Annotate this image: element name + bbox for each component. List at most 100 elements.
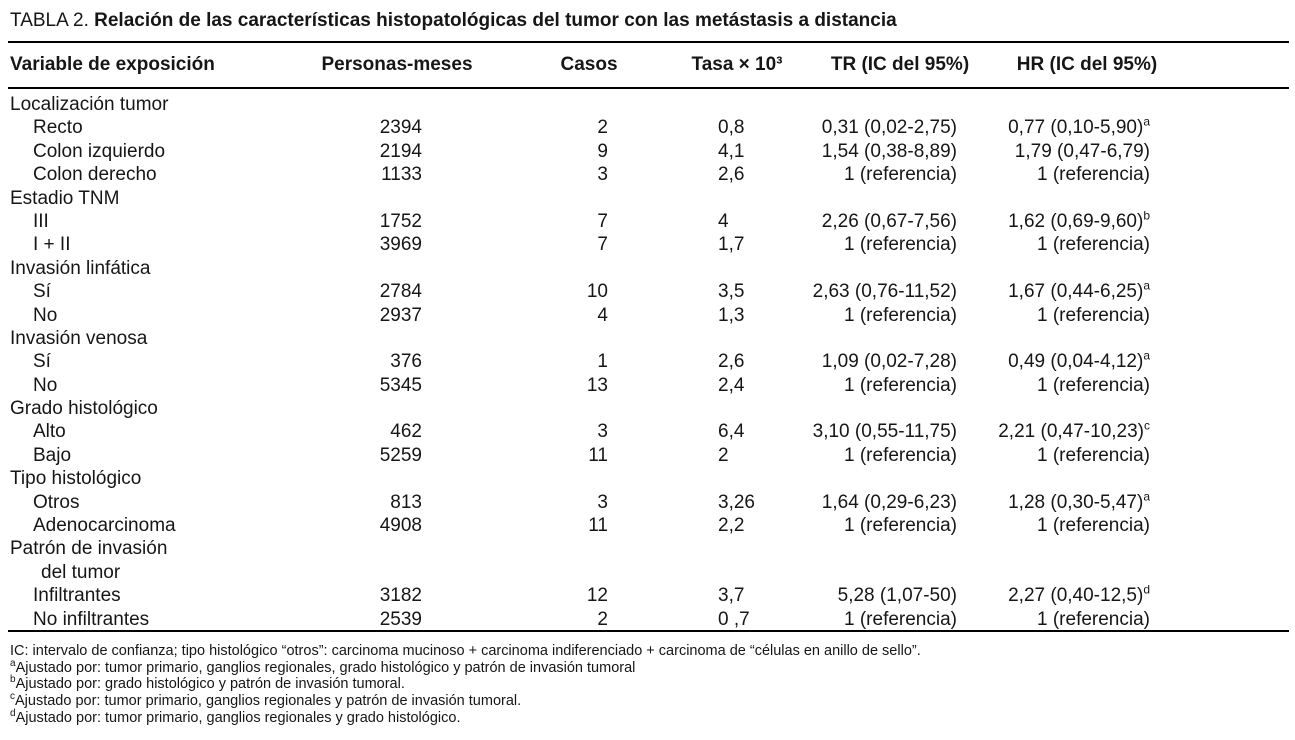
header-rule (8, 87, 1289, 89)
cell-tasa: 3,5 (718, 281, 745, 303)
column-header-casos: Casos (560, 54, 618, 75)
footnote-line: aAjustado por: tumor primario, ganglios … (10, 658, 921, 677)
cell-tasa: 4,1 (718, 140, 745, 162)
cell-tr: 1 (referencia) (844, 234, 957, 256)
bottom-rule (8, 630, 1289, 632)
table-row: Estadio TNM (0, 188, 1295, 211)
cell-casos: 4 (597, 304, 608, 326)
cell-tasa: 6,4 (718, 421, 745, 443)
cell-variable: Localización tumor (10, 94, 169, 115)
table-row: III 1752 7 4 2,26 (0,67-7,56) 1,62 (0,69-9,60… (0, 208, 1295, 234)
cell-tasa: 1,7 (718, 234, 745, 256)
table-row: Otros 813 3 3,26 1,64 (0,29-6,23) 1,28 (0,30-… (0, 489, 1295, 515)
cell-personas-meses: 813 (390, 491, 422, 513)
cell-tr: 1 (referencia) (844, 515, 957, 537)
table-row: Patrón de invasión (0, 538, 1295, 561)
cell-variable: Tipo histológico (10, 468, 142, 490)
footnote-line: IC: intervalo de confianza; tipo histoló… (10, 643, 921, 660)
cell-hr: 1 (referencia) (1037, 164, 1150, 186)
cell-hr: 1,62 (0,69-9,60)b (1008, 208, 1150, 232)
cell-personas-meses: 5345 (379, 374, 422, 396)
cell-hr: 1,28 (0,30-5,47)a (1008, 489, 1150, 513)
cell-variable: Bajo (33, 444, 72, 466)
cell-tasa: 4 (718, 210, 729, 232)
cell-tasa: 3,26 (718, 491, 755, 513)
cell-hr: 1 (referencia) (1037, 608, 1150, 630)
footnote-marker: d (10, 707, 16, 719)
footnote-line: dAjustado por: tumor primario, ganglios … (10, 707, 921, 727)
cell-variable: Sí (33, 281, 51, 303)
cell-variable: Grado histológico (10, 398, 158, 420)
cell-tasa: 3,7 (718, 585, 745, 607)
cell-variable: I + II (33, 234, 71, 256)
cell-personas-meses: 3969 (379, 234, 422, 256)
table-row: Sí 2784 10 3,5 2,63 (0,76-11,52) 1,67 (0,44-6… (0, 278, 1295, 304)
column-header-variable: Variable de exposición (10, 54, 215, 75)
cell-tasa: 0,8 (718, 117, 745, 139)
cell-hr: 0,49 (0,04-4,12)a (1008, 348, 1150, 373)
cell-personas-meses: 376 (390, 351, 422, 373)
cell-variable: Infiltrantes (33, 585, 121, 607)
cell-variable: Invasión venosa (10, 327, 148, 349)
cell-casos: 1 (597, 351, 608, 373)
cell-casos: 13 (586, 374, 608, 396)
table-row: Infiltrantes 3182 12 3,7 5,28 (1,07-50) 2,27 … (0, 582, 1295, 608)
cell-variable: No (33, 374, 58, 396)
table-row: Sí 376 1 2,6 1,09 (0,02-7,28) 0,49 (0,04-4,12… (0, 348, 1295, 374)
cell-hr: 2,21 (0,47-10,23)c (998, 419, 1150, 443)
cell-casos: 10 (586, 281, 608, 303)
cell-tr: 3,10 (0,55-11,75) (812, 421, 957, 443)
cell-variable: Recto (33, 117, 83, 139)
footnote-marker: b (10, 674, 16, 686)
cell-tasa: 2,6 (718, 164, 745, 186)
cell-hr: 1 (referencia) (1037, 444, 1150, 466)
cell-variable: Estadio TNM (10, 187, 120, 209)
cell-casos: 3 (597, 421, 608, 443)
cell-variable: Invasión linfática (10, 257, 151, 279)
cell-casos: 9 (597, 140, 608, 162)
cell-personas-meses: 2784 (379, 281, 422, 303)
cell-tr: 1 (referencia) (844, 164, 957, 186)
footnote-marker: c (10, 691, 15, 703)
footnote-marker: a (1143, 489, 1150, 504)
cell-casos: 3 (597, 164, 608, 186)
footnote-marker: c (1144, 419, 1150, 434)
footnote-text: Ajustado por: grado histológico y patrón… (15, 676, 405, 693)
cell-personas-meses: 4908 (379, 515, 422, 537)
cell-tasa: 1,3 (718, 304, 745, 326)
cell-hr: 1 (referencia) (1037, 234, 1150, 256)
cell-casos: 3 (597, 491, 608, 513)
cell-casos: 2 (597, 608, 608, 630)
cell-personas-meses: 2937 (379, 304, 422, 326)
cell-tr: 2,26 (0,67-7,56) (821, 210, 957, 232)
table-row: Alto 462 3 6,4 3,10 (0,55-11,75) 2,21 (0,47-1… (0, 419, 1295, 444)
table-title: TABLA 2. Relación de las características… (10, 10, 897, 32)
cell-variable: del tumor (41, 561, 121, 583)
footnote-marker: d (1143, 582, 1150, 597)
footnote-line: cAjustado por: tumor primario, ganglios … (10, 691, 921, 710)
table-row: I + II 3969 7 1,7 1 (referencia) 1 (referenci… (0, 234, 1295, 257)
cell-casos: 2 (597, 117, 608, 139)
table-body: Localización tumor Recto 2394 2 0,8 0,31 (0,0… (0, 94, 1295, 632)
cell-hr: 2,27 (0,40-12,5)d (1008, 582, 1150, 607)
cell-personas-meses: 1133 (381, 164, 422, 186)
cell-hr: 1,67 (0,44-6,25)a (1008, 278, 1150, 303)
cell-variable: Colon derecho (33, 164, 157, 186)
cell-tr: 1 (referencia) (844, 444, 957, 466)
cell-hr: 1 (referencia) (1037, 304, 1150, 326)
cell-personas-meses: 2194 (379, 140, 422, 162)
cell-tasa: 2 (718, 444, 729, 466)
top-rule (8, 41, 1289, 43)
cell-hr: 1 (referencia) (1037, 374, 1150, 396)
footnote-text: Ajustado por: tumor primario, ganglios r… (15, 709, 461, 726)
table-row: del tumor (0, 562, 1295, 585)
table-row: Grado histológico (0, 398, 1295, 421)
cell-casos: 12 (586, 585, 608, 607)
cell-variable: No infiltrantes (33, 608, 150, 630)
cell-variable: Sí (33, 351, 51, 373)
cell-hr: 0,77 (0,10-5,90)a (1008, 115, 1150, 139)
footnote-text: Ajustado por: tumor primario, ganglios r… (15, 659, 636, 676)
cell-tr: 1,54 (0,38-8,89) (821, 140, 957, 162)
cell-casos: 11 (588, 515, 608, 537)
cell-hr: 1 (referencia) (1037, 515, 1150, 537)
